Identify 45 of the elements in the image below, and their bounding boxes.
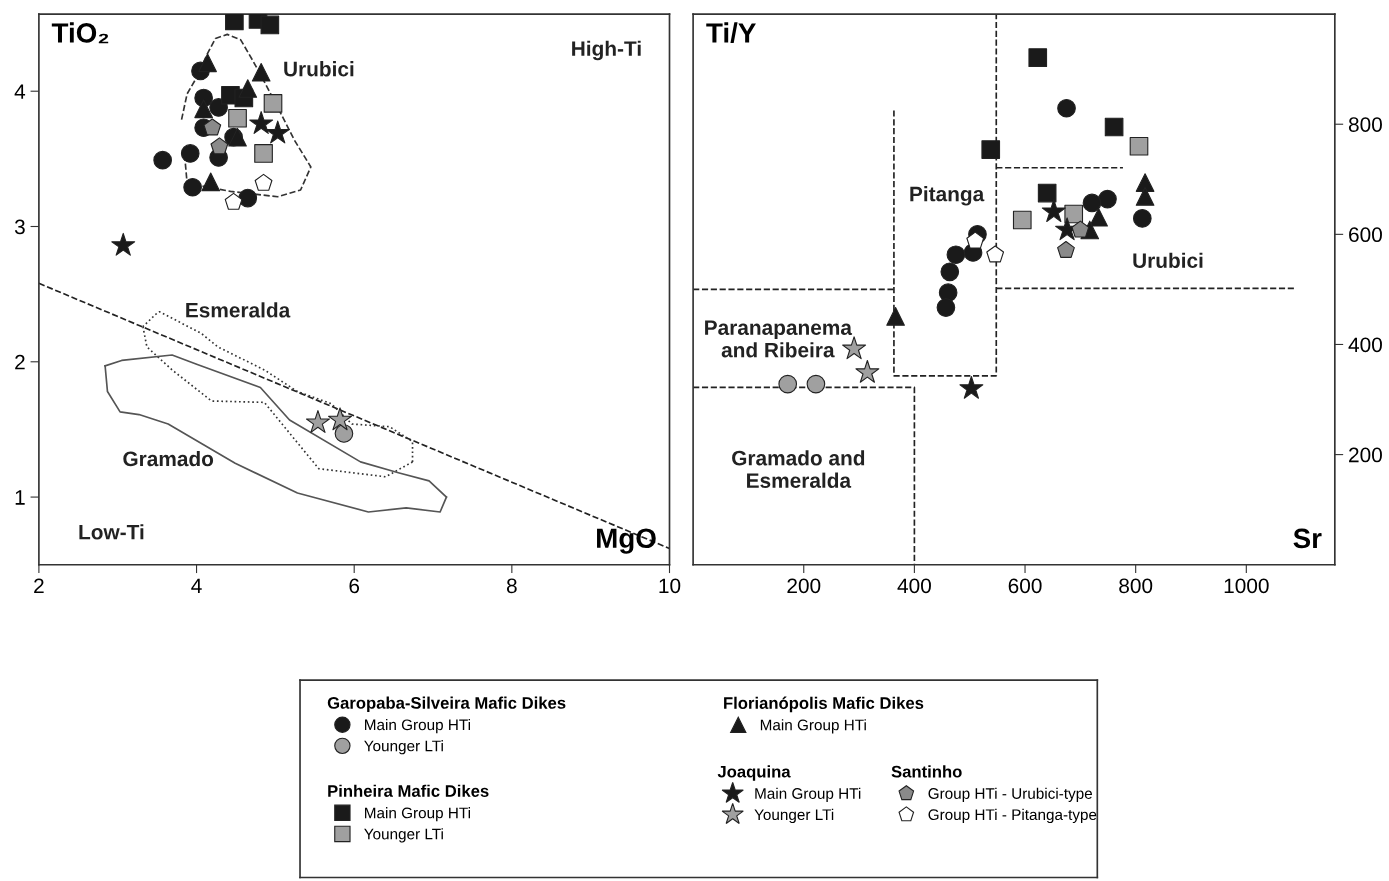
legend-label: Younger LTi: [364, 828, 443, 843]
annotation: Paranapanema and Ribeira: [705, 320, 853, 358]
x-tick-label: 800: [1119, 578, 1153, 594]
x-tick-label: 2: [34, 578, 44, 594]
legend-label: Group HTi - Urubici-type: [928, 787, 1093, 802]
legend-label: Group HTi - Pitanga-type: [928, 808, 1097, 824]
y-axis-title: Ti/Y: [706, 22, 756, 44]
y-tick-label: 800: [1348, 117, 1382, 132]
text: Santinho: [891, 765, 962, 778]
legend-label: Main Group HTi: [760, 719, 866, 734]
x-tick-label: 1000: [1224, 578, 1269, 594]
text: Garopaba-Silveira Mafic Dikes: [327, 696, 566, 713]
y-tick-label: 4: [14, 84, 26, 99]
legend-label: Main Group HTi: [755, 787, 861, 802]
y-tick-label: 600: [1349, 227, 1382, 243]
x-tick-label: 6: [349, 578, 360, 594]
annotation: Urubici: [1133, 252, 1203, 269]
annotation: Pitanga: [910, 186, 985, 206]
x-axis-title: Sr: [1293, 528, 1322, 549]
text: Joaquina: [717, 765, 791, 781]
x-tick-label: 400: [897, 578, 931, 594]
legend-label: Younger LTi: [754, 808, 834, 824]
annotation: Gramado and Esmeralda: [732, 450, 865, 488]
y-tick-label: 1: [15, 490, 25, 505]
x-tick-label: 8: [506, 578, 517, 594]
x-tick-label: 10: [659, 578, 681, 594]
text: Florianópolis Mafic Dikes: [724, 696, 924, 713]
annotation: High-Ti: [572, 40, 641, 61]
y-tick-label: 400: [1348, 337, 1382, 353]
x-tick-label: 600: [1008, 578, 1042, 594]
y-tick-label: 2: [15, 354, 25, 370]
x-tick-label: 4: [191, 578, 202, 594]
legend-label: Main Group HTi: [365, 807, 470, 822]
y-axis-title: TiO₂: [51, 22, 109, 44]
x-tick-label: 200: [787, 578, 821, 594]
annotation: Esmeralda: [186, 302, 291, 318]
y-tick-label: 200: [1349, 447, 1382, 463]
x-axis-title: MgO: [597, 528, 656, 554]
text: Pinheira Mafic Dikes: [328, 784, 489, 797]
legend-label: Main Group HTi: [365, 718, 470, 734]
annotation: Urubici: [284, 61, 354, 77]
annotation: Low-Ti: [79, 524, 144, 540]
y-tick-label: 3: [14, 219, 25, 235]
annotation: Gramado: [123, 450, 214, 467]
legend-label: Younger LTi: [364, 740, 443, 755]
